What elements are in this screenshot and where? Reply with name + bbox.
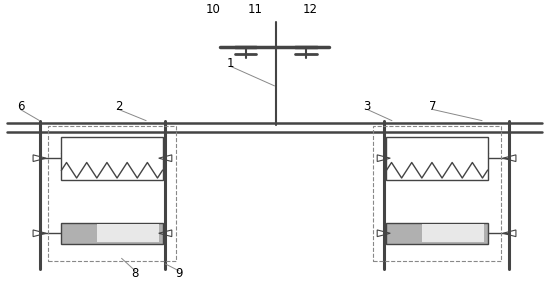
Text: 7: 7 bbox=[429, 100, 436, 113]
Text: 8: 8 bbox=[132, 267, 139, 280]
Text: 11: 11 bbox=[248, 3, 263, 16]
Text: 9: 9 bbox=[175, 267, 183, 280]
Text: 6: 6 bbox=[17, 100, 24, 113]
Text: 12: 12 bbox=[302, 3, 317, 16]
Bar bbox=[97, 224, 160, 242]
Bar bbox=[61, 137, 163, 180]
Bar bbox=[48, 126, 176, 261]
Bar bbox=[422, 224, 485, 242]
Text: 3: 3 bbox=[363, 100, 371, 113]
Bar bbox=[61, 223, 163, 244]
Bar bbox=[373, 126, 501, 261]
Bar bbox=[386, 137, 488, 180]
Text: 10: 10 bbox=[205, 3, 220, 16]
Bar bbox=[386, 223, 488, 244]
Text: 1: 1 bbox=[227, 57, 234, 70]
Text: 2: 2 bbox=[115, 100, 122, 113]
